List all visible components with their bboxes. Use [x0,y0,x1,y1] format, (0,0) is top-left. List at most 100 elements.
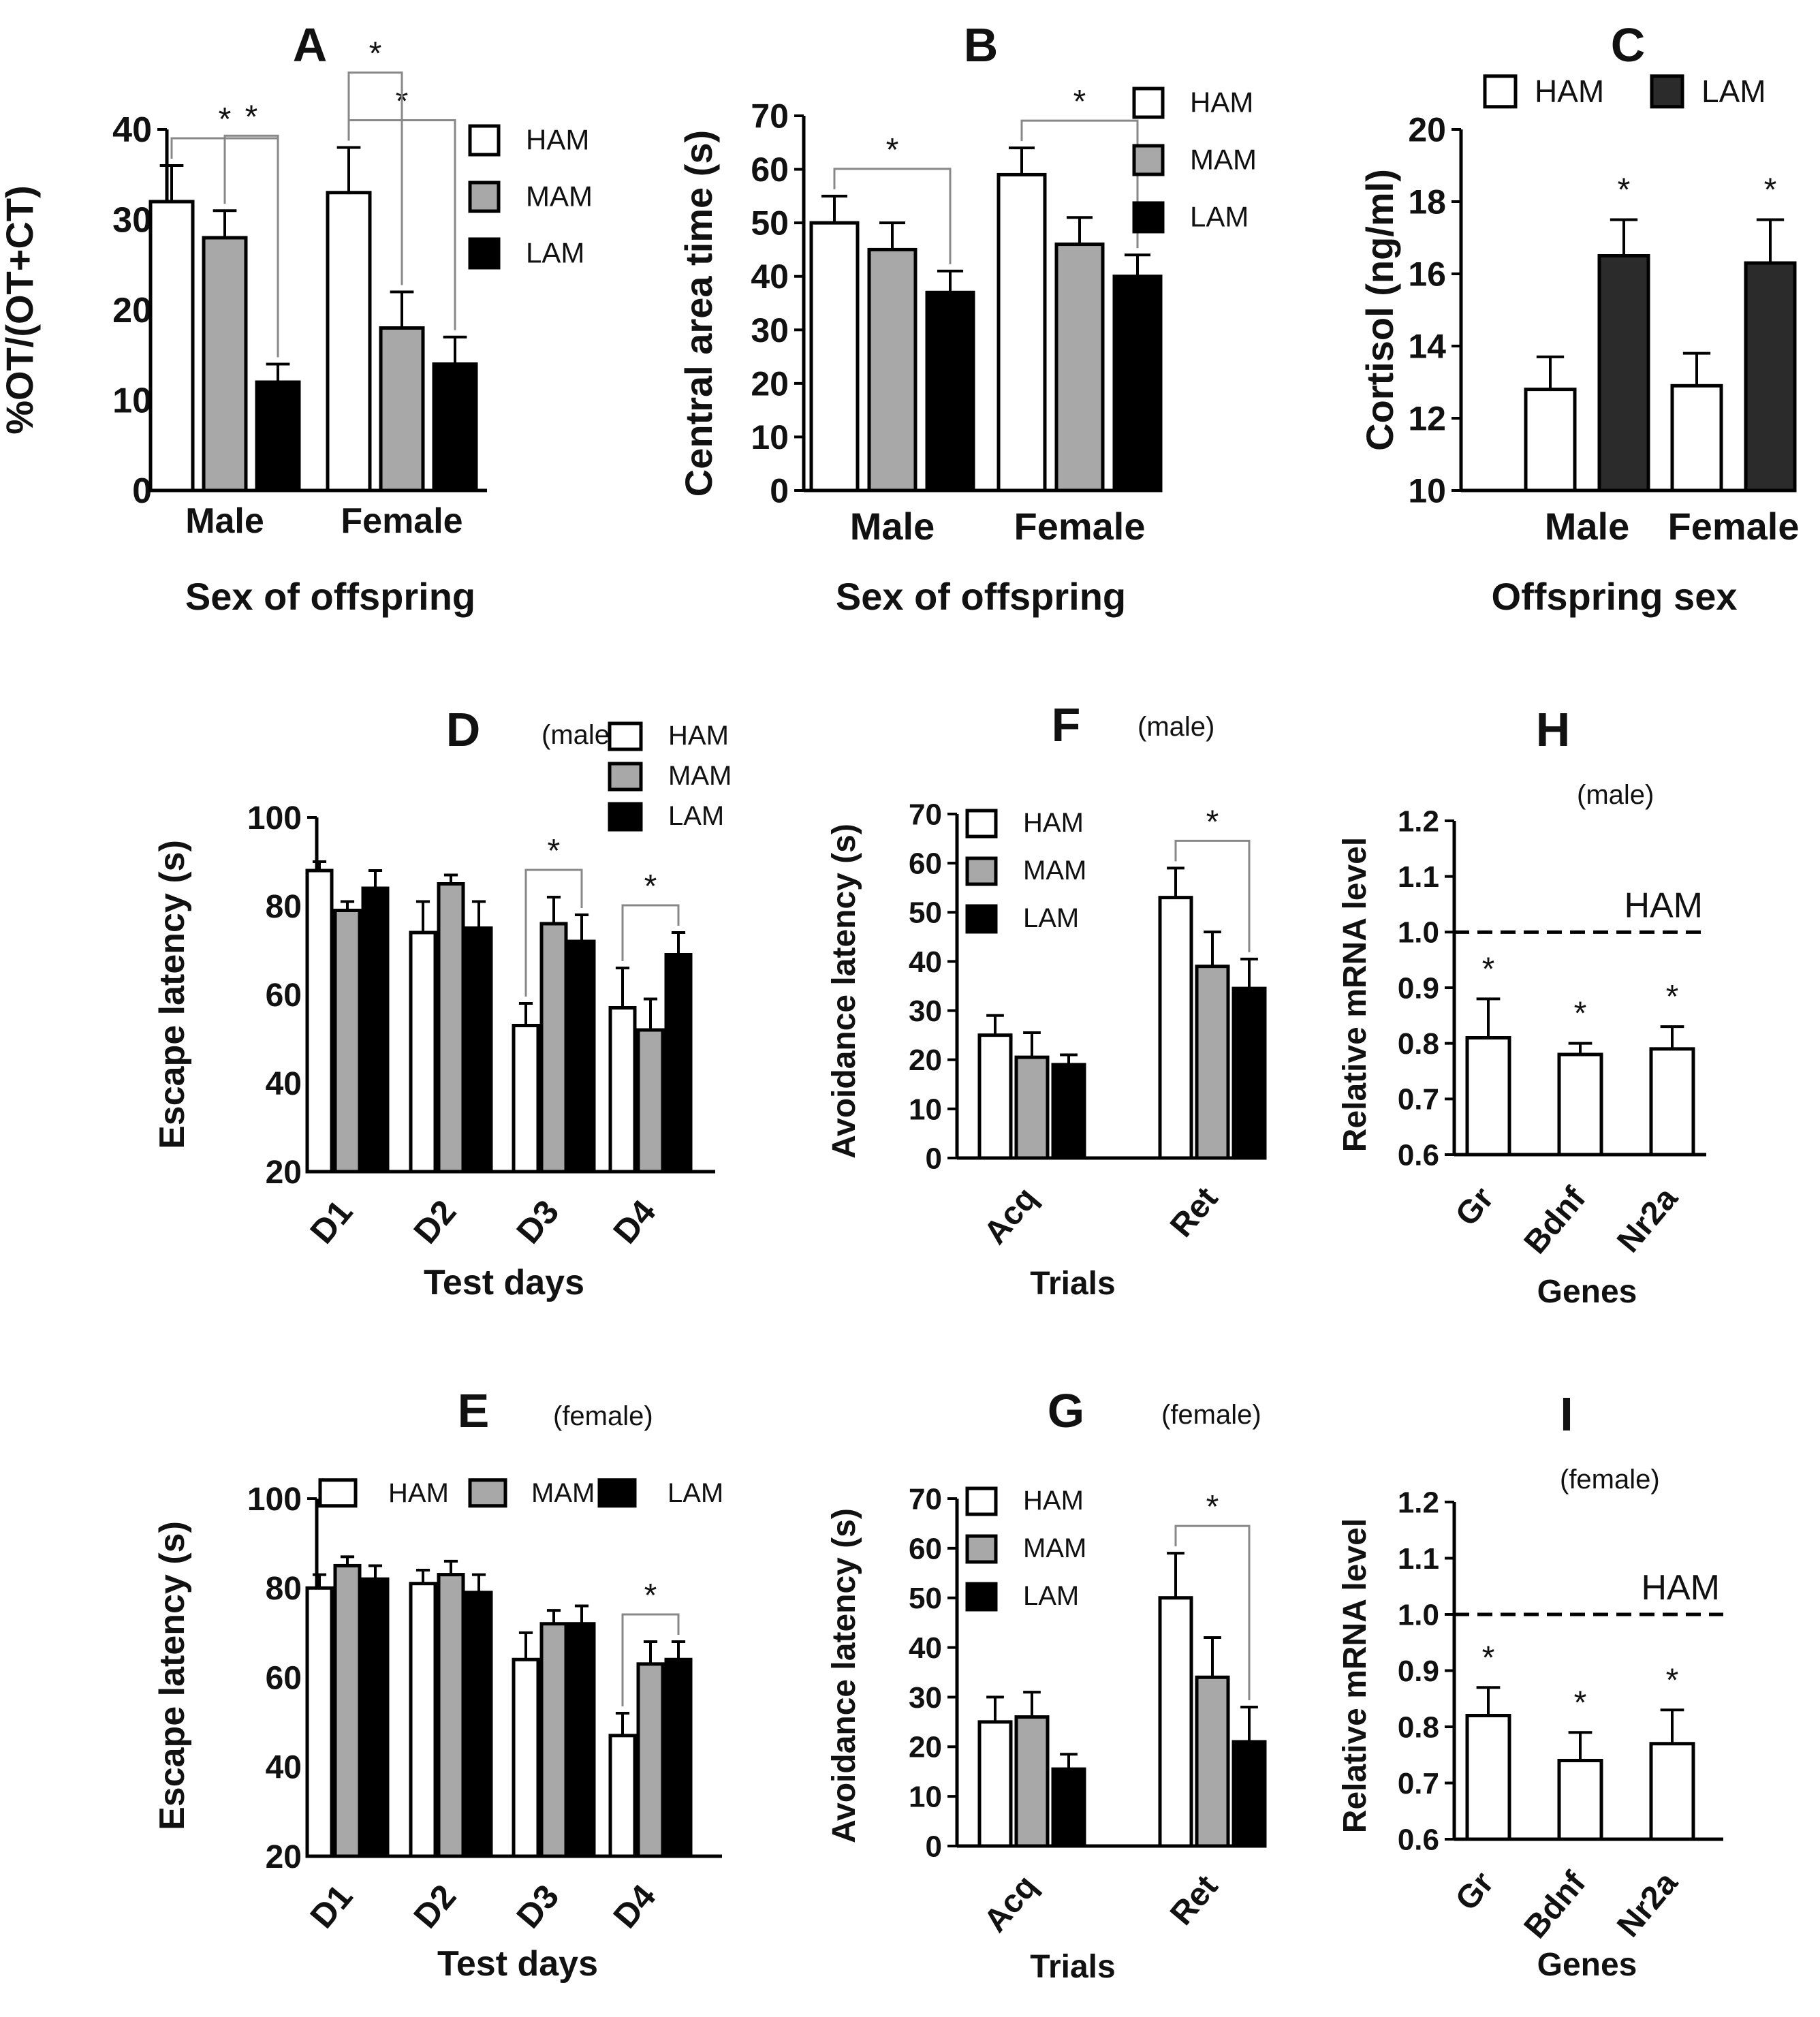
bar [1524,388,1577,492]
bar [636,1028,665,1174]
panel-letter: H [1536,703,1571,756]
bar [867,247,917,492]
significance-star: * [1206,1489,1219,1525]
panel-subtitle: (female) [553,1401,653,1431]
legend-swatch-lam [597,1478,637,1508]
significance-star: * [1482,951,1495,987]
legend-label: MAM [668,761,732,791]
x-tick-label: Gr [1449,1181,1501,1233]
y-tick-label: 20 [266,1155,302,1191]
legend-label: HAM [668,721,729,751]
bar [664,953,693,1174]
legend-label: HAM [1023,808,1084,838]
bar [305,869,334,1174]
significance-star: * [1574,1685,1587,1721]
panel-g: G (female) 0 10 20 30 40 50 60 70 Avoidance latenc… [826,1384,1267,1985]
significance-star: * [1206,804,1219,840]
bar [409,931,437,1174]
reference-label: HAM [1624,886,1703,925]
x-tick-label: D3 [509,1877,566,1935]
bar [1670,384,1723,492]
bar [977,1720,1013,1848]
x-tick-label: Acq [977,1181,1045,1251]
bar [409,1582,437,1858]
y-tick-label: 16 [1408,255,1446,294]
legend-label: HAM [388,1478,449,1508]
legend-swatch-ham [965,1486,998,1516]
y-tick-label: 50 [909,1582,942,1615]
y-tick-label: 100 [247,800,302,836]
x-axis-label: Offspring sex [1492,575,1738,618]
y-axis-label: Escape latency (s) [153,1521,192,1830]
significance-star: * [644,869,657,905]
y-axis-label: Avoidance latency (s) [826,824,862,1159]
bar [432,362,478,492]
panel-subtitle: (female) [1161,1400,1261,1430]
y-tick-label: 60 [909,847,942,881]
bar [333,909,362,1174]
x-tick-label: Female [1014,505,1146,548]
significance-bracket [621,904,680,961]
y-tick-label: 30 [909,995,942,1028]
significance-star: * [369,36,382,72]
x-tick-label: Gr [1449,1865,1501,1918]
significance-bracket [1174,1525,1251,1700]
y-tick-label: 12 [1408,400,1446,438]
x-tick-label: D4 [606,1193,663,1251]
legend-swatch-ham [608,721,643,751]
bar [925,290,975,492]
y-tick-label: 20 [1408,111,1446,149]
bar [437,1573,465,1858]
legend-swatch-lam [608,802,643,832]
bar [1112,275,1163,492]
legend-swatch-mam [608,762,643,792]
reference-label: HAM [1641,1568,1720,1608]
y-tick-label: 10 [751,418,789,456]
significance-star: * [1666,979,1679,1015]
bar [539,922,568,1174]
bar [1231,1740,1267,1848]
bar [539,1622,568,1858]
legend-swatch-ham [468,124,501,157]
panel-subtitle: (male) [542,720,618,750]
x-axis-label: Sex of offspring [836,575,1126,618]
y-axis-label: %OT/(OT+CT) [0,185,41,435]
y-tick-label: 20 [266,1839,302,1875]
y-tick-label: 40 [909,1631,942,1665]
y-tick-label: 10 [1408,472,1446,510]
panel-letter: C [1611,18,1646,72]
legend-swatch-mam [965,856,998,886]
x-axis-label: Sex of offspring [185,575,475,618]
y-tick-label: 0 [926,1830,942,1863]
bar [326,191,372,492]
significance-star: * [219,101,232,138]
y-axis-label: Avoidance latency (s) [826,1508,862,1843]
panel-h: H(male) 0.6 0.7 0.8 0.9 1.0 1.1 1.2 Relative mRN… [1337,703,1706,1310]
bar [305,1586,334,1858]
y-tick-label: 40 [266,1066,302,1102]
significance-star: * [245,99,258,135]
y-tick-label: 1.0 [1398,916,1439,950]
legend-swatch-mam [965,1534,998,1564]
panel-letter: F [1052,698,1081,751]
y-axis-label: Escape latency (s) [153,840,192,1149]
bar [608,1006,637,1174]
legend-swatch-mam [468,1478,507,1508]
y-tick-label: 1.2 [1398,804,1439,838]
panel-d: D (male) 20 40 60 80 100 Escape latency (s) Test… [153,703,732,1302]
x-tick-label: D2 [406,1877,463,1935]
x-axis-label: Genes [1537,1947,1637,1983]
legend-swatch-lam [965,1582,998,1612]
legend-label: LAM [1190,200,1249,232]
panel-b: B 0 10 20 30 40 50 60 70 Central area time (s) Sex… [677,18,1257,618]
y-axis-label: Cortisol (ng/ml) [1358,169,1401,451]
legend-swatch-ham [318,1478,358,1508]
x-tick-label: D1 [302,1193,360,1251]
legend-label: HAM [1023,1486,1084,1516]
bar [1195,1675,1230,1848]
bar [437,882,465,1174]
y-tick-label: 1.0 [1398,1598,1439,1631]
significance-bracket [1174,839,1251,952]
legend-swatch-lam [1132,201,1165,234]
